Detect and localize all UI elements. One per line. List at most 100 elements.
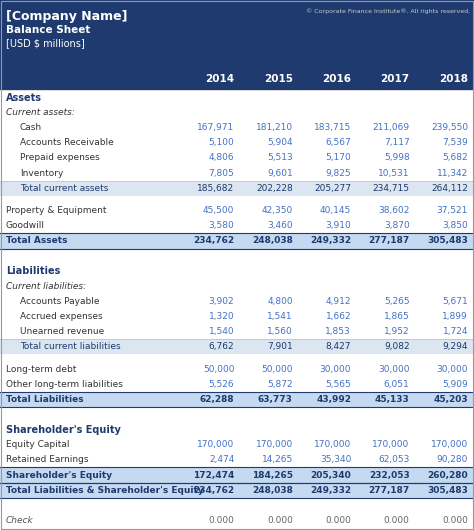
Text: 30,000: 30,000 — [319, 365, 351, 374]
Text: 3,910: 3,910 — [326, 222, 351, 231]
Text: Cash: Cash — [20, 123, 42, 132]
Bar — [0, 482, 474, 498]
Text: 1,952: 1,952 — [384, 327, 410, 336]
Bar — [0, 120, 474, 135]
Text: 1,865: 1,865 — [384, 312, 410, 321]
Text: 249,332: 249,332 — [310, 236, 351, 245]
Text: 5,265: 5,265 — [384, 297, 410, 306]
Text: 3,460: 3,460 — [267, 222, 293, 231]
Text: 5,513: 5,513 — [267, 154, 293, 162]
Text: 62,288: 62,288 — [200, 395, 235, 404]
Bar — [0, 218, 474, 233]
Bar — [0, 362, 474, 377]
Text: 3,580: 3,580 — [209, 222, 235, 231]
Bar — [0, 392, 474, 407]
Text: 7,901: 7,901 — [267, 342, 293, 351]
Text: 202,228: 202,228 — [256, 183, 293, 192]
Text: 40,145: 40,145 — [320, 206, 351, 215]
Text: 2014: 2014 — [205, 74, 235, 84]
Text: 4,800: 4,800 — [267, 297, 293, 306]
Text: 305,483: 305,483 — [427, 485, 468, 494]
Text: 205,277: 205,277 — [314, 183, 351, 192]
Text: 5,526: 5,526 — [209, 380, 235, 389]
Text: 0.000: 0.000 — [442, 516, 468, 525]
Text: 167,971: 167,971 — [197, 123, 235, 132]
Text: 9,082: 9,082 — [384, 342, 410, 351]
Bar — [0, 513, 474, 528]
Text: 5,100: 5,100 — [209, 138, 235, 147]
Text: 0.000: 0.000 — [267, 516, 293, 525]
Text: 43,992: 43,992 — [316, 395, 351, 404]
Text: 5,671: 5,671 — [442, 297, 468, 306]
Text: 37,521: 37,521 — [437, 206, 468, 215]
Text: Check: Check — [6, 516, 34, 525]
Bar — [0, 324, 474, 339]
Text: Accrued expenses: Accrued expenses — [20, 312, 103, 321]
Text: 6,567: 6,567 — [326, 138, 351, 147]
Bar — [0, 294, 474, 309]
Text: Prepaid expenses: Prepaid expenses — [20, 154, 100, 162]
Text: Total current liabilities: Total current liabilities — [20, 342, 120, 351]
Text: 170,000: 170,000 — [373, 440, 410, 449]
Text: 6,051: 6,051 — [384, 380, 410, 389]
Bar — [0, 263, 474, 279]
Bar — [0, 233, 474, 249]
Text: 277,187: 277,187 — [368, 236, 410, 245]
Text: 9,601: 9,601 — [267, 169, 293, 178]
Text: 14,265: 14,265 — [262, 455, 293, 464]
Text: Total current assets: Total current assets — [20, 183, 109, 192]
Text: Assets: Assets — [6, 93, 42, 102]
Text: 234,715: 234,715 — [373, 183, 410, 192]
Text: Retained Earnings: Retained Earnings — [6, 455, 89, 464]
Text: 45,133: 45,133 — [375, 395, 410, 404]
Bar — [0, 181, 474, 196]
Bar — [0, 467, 474, 482]
Text: 249,332: 249,332 — [310, 485, 351, 494]
Text: 184,265: 184,265 — [252, 471, 293, 480]
Bar — [0, 377, 474, 392]
Text: 5,170: 5,170 — [326, 154, 351, 162]
Text: 170,000: 170,000 — [314, 440, 351, 449]
Text: Property & Equipment: Property & Equipment — [6, 206, 107, 215]
Text: 4,912: 4,912 — [326, 297, 351, 306]
Text: 6,762: 6,762 — [209, 342, 235, 351]
Text: 2015: 2015 — [264, 74, 293, 84]
Text: Accounts Payable: Accounts Payable — [20, 297, 100, 306]
Text: 35,340: 35,340 — [320, 455, 351, 464]
Text: Current assets:: Current assets: — [6, 108, 75, 117]
Bar — [0, 135, 474, 151]
Text: 5,998: 5,998 — [384, 154, 410, 162]
Text: Shareholder's Equity: Shareholder's Equity — [6, 471, 112, 480]
Text: Inventory: Inventory — [20, 169, 64, 178]
Text: 1,320: 1,320 — [209, 312, 235, 321]
Text: Current liabilities:: Current liabilities: — [6, 282, 86, 291]
Text: © Corporate Finance Institute®. All rights reserved.: © Corporate Finance Institute®. All righ… — [306, 8, 470, 14]
Text: 1,899: 1,899 — [442, 312, 468, 321]
Bar — [0, 249, 474, 263]
Text: 170,000: 170,000 — [197, 440, 235, 449]
Text: 42,350: 42,350 — [262, 206, 293, 215]
Text: 1,662: 1,662 — [326, 312, 351, 321]
Text: 7,117: 7,117 — [384, 138, 410, 147]
Text: 248,038: 248,038 — [252, 485, 293, 494]
Text: 3,850: 3,850 — [442, 222, 468, 231]
Text: Balance Sheet: Balance Sheet — [6, 25, 91, 35]
Bar — [0, 90, 474, 105]
Text: Equity Capital: Equity Capital — [6, 440, 70, 449]
Text: 0.000: 0.000 — [384, 516, 410, 525]
Text: 1,560: 1,560 — [267, 327, 293, 336]
Text: 3,902: 3,902 — [209, 297, 235, 306]
Text: 305,483: 305,483 — [427, 236, 468, 245]
Text: 5,909: 5,909 — [442, 380, 468, 389]
Text: 234,762: 234,762 — [193, 485, 235, 494]
Text: 2016: 2016 — [322, 74, 351, 84]
Bar — [0, 422, 474, 437]
Text: 50,000: 50,000 — [261, 365, 293, 374]
Text: 172,474: 172,474 — [193, 471, 235, 480]
Text: 90,280: 90,280 — [437, 455, 468, 464]
Text: Accounts Receivable: Accounts Receivable — [20, 138, 114, 147]
Bar — [0, 498, 474, 513]
Text: 5,682: 5,682 — [442, 154, 468, 162]
Text: 0.000: 0.000 — [209, 516, 235, 525]
Text: 234,762: 234,762 — [193, 236, 235, 245]
